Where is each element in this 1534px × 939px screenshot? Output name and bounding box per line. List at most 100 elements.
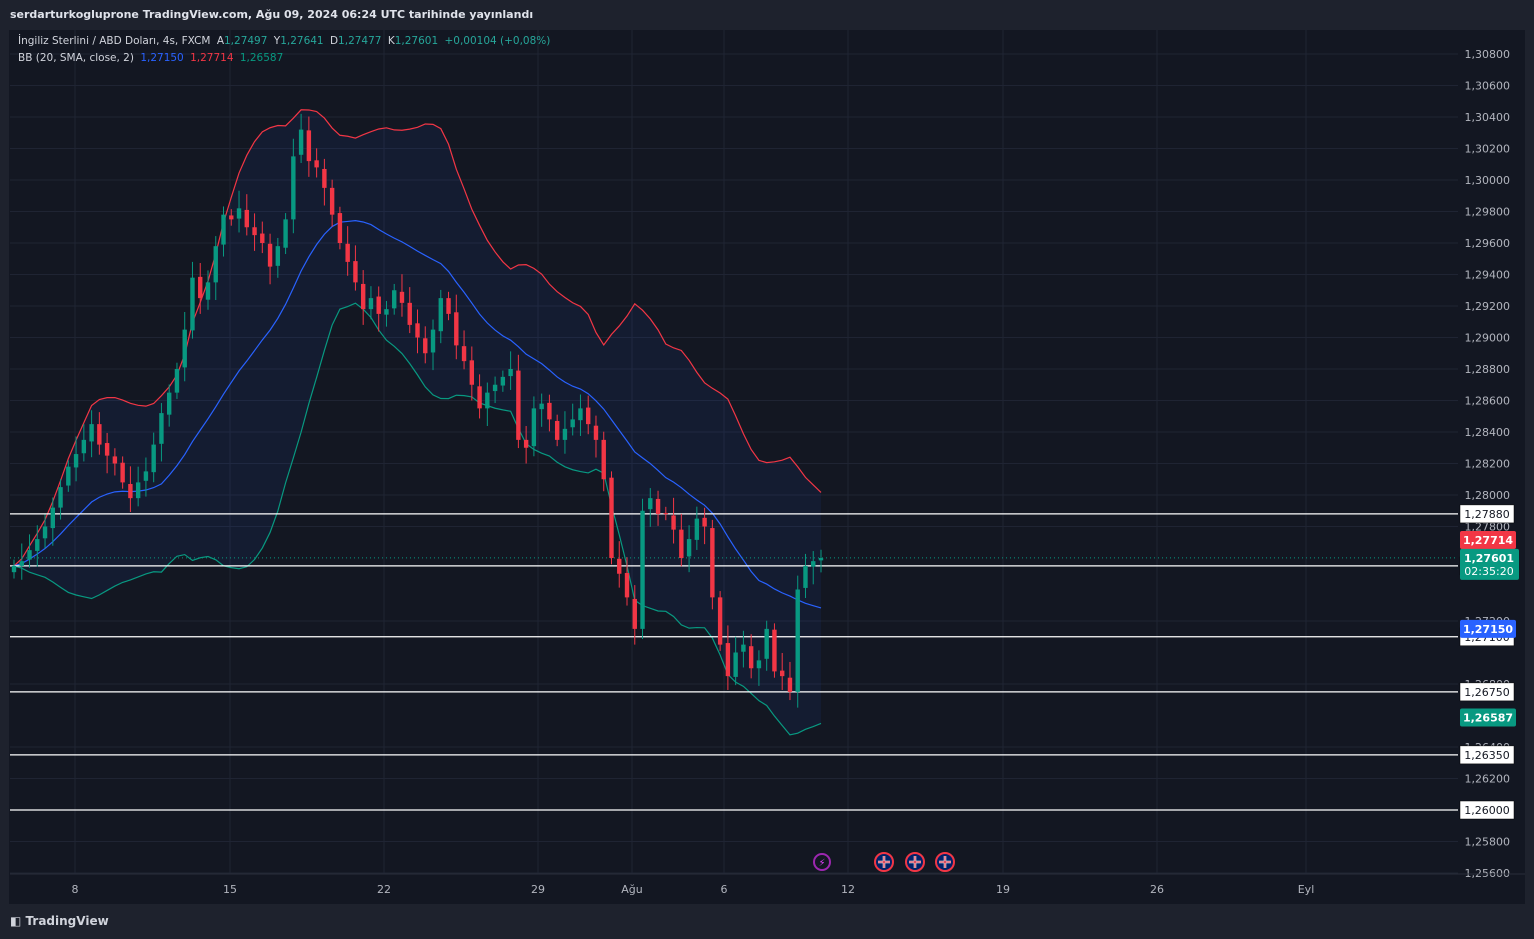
bb-lower-line (13, 302, 822, 736)
time-tick-label: 12 (841, 883, 855, 896)
price-chart[interactable]: 1,30800 1,30600 1,30400 1,30200 1,30000 1,298… (0, 0, 1534, 904)
candle-body (104, 443, 110, 456)
price-tick-label: 1,30200 (1465, 143, 1511, 156)
candle-body (11, 565, 17, 573)
level-price-box (1459, 504, 1515, 524)
lightning-event-icon (813, 853, 831, 871)
candle-body (702, 517, 707, 527)
candle-body (756, 660, 762, 669)
open-label: A (216, 35, 224, 47)
price-tick-label: 1,29000 (1465, 332, 1511, 345)
candle-body (135, 482, 141, 499)
bb-upper-price-label: 1,27714 (1463, 534, 1513, 547)
candle-body (733, 652, 738, 677)
candle-body (353, 261, 358, 283)
candle-body (500, 376, 506, 386)
low-value: 1,27477 (338, 35, 382, 47)
time-tick-label: 8 (72, 883, 79, 896)
candle-body (516, 370, 521, 440)
candle-body (190, 277, 195, 331)
candle-body (151, 444, 156, 473)
candle-body (640, 510, 645, 629)
candle-body (554, 420, 560, 440)
price-tick-label: 1,29200 (1465, 300, 1511, 313)
candle-body (492, 384, 498, 392)
brand-name: TradingView (25, 914, 109, 928)
candle-body (213, 246, 218, 283)
price-tick-label: 1,25800 (1465, 836, 1511, 849)
candle-body (694, 518, 700, 540)
level-price-box (1459, 745, 1515, 765)
candle-body (236, 208, 242, 219)
candle-body (624, 572, 630, 598)
candle-body (345, 243, 350, 262)
bb-fill (14, 109, 821, 735)
candle-body (50, 507, 55, 529)
last-price-label: 1,27601 (1464, 552, 1514, 565)
candle-body (469, 360, 475, 385)
candle-body (112, 456, 118, 464)
candle-body (392, 290, 397, 309)
time-tick-label: 19 (996, 883, 1010, 896)
time-tick-label: 26 (1150, 883, 1164, 896)
price-axis-bg (1458, 30, 1525, 874)
candle-body (787, 677, 793, 692)
candle-body (283, 219, 288, 248)
bb-legend[interactable]: BB (20, SMA, close, 2) 1,27150 1,27714 1… (18, 52, 286, 64)
candle-body (539, 403, 544, 410)
level-price-box (1459, 682, 1515, 702)
candle-body (58, 487, 63, 508)
candle-body (275, 246, 281, 266)
candle-body (655, 498, 661, 514)
candle-body (671, 515, 676, 530)
candle-body (384, 309, 389, 315)
bb-label: BB (20, SMA, close, 2) (18, 52, 134, 64)
candle-body (803, 565, 808, 588)
price-tick-label: 1,29400 (1465, 269, 1511, 282)
candle-body (174, 369, 180, 393)
candle-body (221, 214, 226, 245)
candle-body (35, 539, 40, 551)
horizontal-levels (10, 513, 1458, 811)
countdown-label: 02:35:20 (1464, 565, 1513, 578)
candle-body (477, 386, 482, 409)
candle-body (508, 369, 513, 377)
candle-body (252, 227, 257, 236)
candle-body (298, 129, 304, 155)
time-tick-label: 15 (223, 883, 237, 896)
candle-body (376, 296, 381, 314)
open-value: 1,27497 (224, 35, 268, 47)
candle-body (267, 243, 273, 267)
price-tick-label: 1,30800 (1465, 48, 1511, 61)
candle-body (415, 323, 420, 338)
last-price-box (1460, 548, 1519, 580)
candle-body (260, 233, 265, 243)
bb-basis-line (13, 220, 822, 609)
lightning-glyph-icon: ⚡ (818, 858, 825, 869)
price-tick-label: 1,28200 (1465, 458, 1511, 471)
candle-body (523, 439, 529, 448)
chart-panel[interactable] (9, 30, 1525, 904)
bb-upper-value: 1,27714 (190, 52, 234, 64)
candle-body (438, 298, 443, 332)
candle-body (198, 276, 203, 299)
candle-body (423, 338, 428, 354)
symbol-legend[interactable]: İngiliz Sterlini / ABD Doları, 4s, FXCM … (18, 35, 553, 47)
candle-body (663, 513, 669, 515)
candle-body (329, 187, 335, 215)
candle-body (446, 298, 451, 314)
candlesticks (11, 113, 824, 708)
candle-body (679, 529, 684, 558)
level-price-box (1459, 800, 1515, 820)
bb-basis-price-box (1460, 619, 1516, 638)
candle-body (244, 209, 249, 228)
candle-body (73, 454, 79, 468)
bb-lower-price-box (1460, 708, 1516, 727)
price-tick-label: 1,28400 (1465, 426, 1511, 439)
candle-body (454, 312, 459, 346)
candle-body (368, 298, 374, 310)
bb-basis-price-label: 1,27150 (1463, 623, 1513, 636)
footer-bar (0, 904, 1534, 939)
candle-body (337, 213, 343, 243)
candle-body (291, 156, 296, 220)
